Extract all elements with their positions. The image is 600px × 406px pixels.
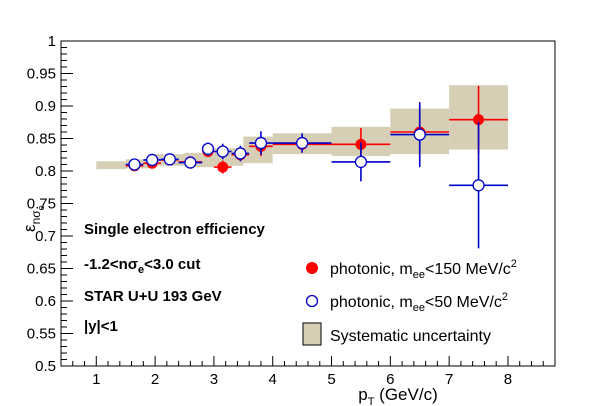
legend: photonic, mee<150 MeV/c2 photonic, mee<5… bbox=[302, 258, 517, 346]
x-tick-label-3: 3 bbox=[210, 371, 218, 388]
x-tick-label-2: 2 bbox=[151, 371, 159, 388]
mee50-point-2 bbox=[163, 153, 176, 166]
y-tick-label-0.85: 0.85 bbox=[27, 131, 56, 148]
y-tick-label-0.55: 0.55 bbox=[27, 326, 56, 343]
x-axis-label: pT (GeV/c) bbox=[358, 385, 438, 406]
systematic-bands bbox=[96, 85, 508, 170]
y-tick-label-0.6: 0.6 bbox=[35, 293, 56, 310]
mee50-point-0 bbox=[128, 158, 141, 171]
x-tick-label-6: 6 bbox=[386, 371, 394, 388]
y-tick-label-0.5: 0.5 bbox=[35, 358, 56, 375]
x-tick-label-4: 4 bbox=[269, 371, 277, 388]
x-tick-label-5: 5 bbox=[327, 371, 335, 388]
legend-marker-red bbox=[306, 262, 318, 274]
mee150-point-5 bbox=[217, 161, 229, 173]
y-tick-label-0.65: 0.65 bbox=[27, 261, 56, 278]
annotation-title: Single electron efficiency bbox=[84, 221, 266, 238]
legend-marker-systematic bbox=[302, 322, 322, 346]
systematic-box-0 bbox=[96, 161, 126, 170]
annotation-dataset: STAR U+U 193 GeV bbox=[84, 288, 222, 305]
legend-label-mee-50: photonic, mee<50 MeV/c2 bbox=[330, 291, 508, 314]
mee150-point-11 bbox=[473, 114, 485, 126]
legend-label-mee-150: photonic, mee<150 MeV/c2 bbox=[330, 258, 517, 281]
y-tick-label-0.95: 0.95 bbox=[27, 66, 56, 83]
series-mee-50 bbox=[125, 102, 508, 249]
y-tick-label-0.9: 0.9 bbox=[35, 98, 56, 115]
annotation-cut: -1.2<nσe<3.0 cut bbox=[84, 256, 200, 276]
x-tick-label-1: 1 bbox=[92, 371, 100, 388]
mee50-point-4 bbox=[201, 142, 215, 156]
axis-ticks: 1 2 3 4 5 6 7 8 0.5 0.55 0.6 0.65 0.7 0.75 0.8 0.85 0.9 0… bbox=[27, 33, 556, 388]
mee50-point-6 bbox=[234, 147, 247, 160]
mee50-point-11 bbox=[472, 179, 485, 192]
y-tick-label-0.7: 0.7 bbox=[35, 228, 56, 245]
mee50-point-9 bbox=[354, 155, 368, 169]
mee50-point-3 bbox=[184, 156, 197, 169]
mee50-point-1 bbox=[146, 153, 159, 167]
mee50-point-10 bbox=[413, 128, 426, 141]
annotation-rapidity: |y|<1 bbox=[84, 318, 118, 335]
y-tick-label-1: 1 bbox=[48, 33, 56, 50]
x-tick-label-8: 8 bbox=[504, 371, 512, 388]
mee50-point-8 bbox=[295, 136, 309, 150]
legend-label-systematic: Systematic uncertainty bbox=[330, 328, 491, 345]
mee50-point-5 bbox=[216, 145, 229, 158]
x-tick-label-7: 7 bbox=[445, 371, 453, 388]
y-tick-label-0.75: 0.75 bbox=[27, 196, 56, 213]
mee50-point-7 bbox=[254, 136, 268, 150]
legend-marker-blue bbox=[305, 294, 319, 308]
y-tick-label-0.8: 0.8 bbox=[35, 163, 56, 180]
